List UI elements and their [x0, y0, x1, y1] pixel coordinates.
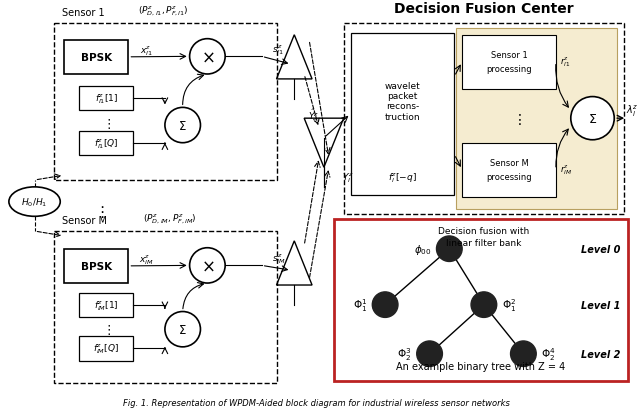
- Circle shape: [165, 312, 200, 347]
- Text: Decision fusion with: Decision fusion with: [438, 227, 529, 236]
- Text: $\vdots$: $\vdots$: [512, 112, 522, 127]
- FancyBboxPatch shape: [64, 249, 129, 283]
- Text: $H_0/H_1$: $H_0/H_1$: [21, 196, 48, 208]
- Text: $\Phi^3_2$: $\Phi^3_2$: [397, 346, 412, 362]
- FancyBboxPatch shape: [54, 24, 276, 180]
- Circle shape: [165, 108, 200, 143]
- Text: $f^z_{l1}[1]$: $f^z_{l1}[1]$: [95, 92, 118, 106]
- Circle shape: [436, 236, 462, 262]
- FancyBboxPatch shape: [54, 231, 276, 383]
- Text: $\hat{Y}^z_l$: $\hat{Y}^z_l$: [308, 108, 319, 124]
- Text: $(P_{D,lM}^z,P_{F,lM}^z)$: $(P_{D,lM}^z,P_{F,lM}^z)$: [143, 212, 196, 226]
- Text: Level 2: Level 2: [580, 349, 620, 359]
- Text: $\Phi^1_1$: $\Phi^1_1$: [353, 297, 367, 313]
- Text: $s^z_{l1}$: $s^z_{l1}$: [271, 44, 284, 57]
- Text: $r^z_{lM}$: $r^z_{lM}$: [560, 164, 572, 177]
- Text: $f^z_{lM}[1]$: $f^z_{lM}[1]$: [94, 299, 118, 312]
- Text: $Y^z_l$: $Y^z_l$: [342, 171, 353, 184]
- Text: Level 0: Level 0: [580, 244, 620, 254]
- Text: BPSK: BPSK: [81, 261, 112, 271]
- Text: $f^z_{l1}[Q]$: $f^z_{l1}[Q]$: [94, 137, 118, 151]
- FancyBboxPatch shape: [64, 40, 129, 75]
- Text: Sensor M: Sensor M: [490, 159, 529, 168]
- Text: linear filter bank: linear filter bank: [446, 238, 522, 247]
- FancyBboxPatch shape: [344, 24, 624, 215]
- Text: $\vdots$: $\vdots$: [102, 322, 111, 336]
- Text: processing: processing: [486, 173, 532, 182]
- Text: $\times$: $\times$: [200, 257, 214, 275]
- FancyBboxPatch shape: [351, 34, 454, 195]
- Text: $r^z_{l1}$: $r^z_{l1}$: [560, 56, 570, 69]
- FancyBboxPatch shape: [79, 132, 133, 156]
- Text: processing: processing: [486, 65, 532, 74]
- Circle shape: [189, 248, 225, 283]
- Circle shape: [471, 292, 497, 318]
- Circle shape: [372, 292, 398, 318]
- Text: $\times$: $\times$: [200, 48, 214, 66]
- Text: $\Sigma$: $\Sigma$: [588, 112, 597, 126]
- Text: $\vdots$: $\vdots$: [93, 204, 104, 220]
- Text: $x^z_{l1}$: $x^z_{l1}$: [140, 44, 152, 58]
- FancyBboxPatch shape: [462, 36, 556, 90]
- Text: An example binary tree with Z = 4: An example binary tree with Z = 4: [396, 362, 566, 371]
- Text: $x^z_{lM}$: $x^z_{lM}$: [139, 253, 154, 266]
- Text: wavelet
packet
recons-
truction: wavelet packet recons- truction: [385, 81, 420, 121]
- Text: Sensor M: Sensor M: [62, 216, 108, 226]
- Text: Sensor 1: Sensor 1: [62, 8, 105, 18]
- Text: Sensor 1: Sensor 1: [491, 51, 527, 60]
- Circle shape: [571, 97, 614, 140]
- Text: $f^z_{lM}[Q]$: $f^z_{lM}[Q]$: [93, 342, 119, 355]
- Circle shape: [189, 40, 225, 75]
- FancyBboxPatch shape: [334, 220, 628, 381]
- Text: $s^z_{lM}$: $s^z_{lM}$: [271, 252, 285, 265]
- Text: $\Phi^2_1$: $\Phi^2_1$: [502, 297, 516, 313]
- FancyBboxPatch shape: [79, 336, 133, 361]
- Text: BPSK: BPSK: [81, 53, 112, 63]
- Circle shape: [511, 341, 536, 366]
- Text: $\Phi^4_2$: $\Phi^4_2$: [541, 346, 556, 362]
- Text: Level 1: Level 1: [580, 300, 620, 310]
- Text: Decision Fusion Center: Decision Fusion Center: [394, 2, 573, 16]
- Text: $(P_{D,l1}^z,P_{F,l1}^z)$: $(P_{D,l1}^z,P_{F,l1}^z)$: [138, 5, 189, 18]
- Text: $f^z_l[-q]$: $f^z_l[-q]$: [388, 171, 417, 184]
- Circle shape: [417, 341, 442, 366]
- Text: $\Sigma$: $\Sigma$: [179, 119, 187, 132]
- FancyBboxPatch shape: [79, 87, 133, 111]
- Ellipse shape: [9, 187, 60, 217]
- Text: $\lambda^z_l$: $\lambda^z_l$: [626, 103, 639, 119]
- Text: $\phi_{00}$: $\phi_{00}$: [414, 242, 431, 256]
- Text: Fig. 1. Representation of WPDM-Aided block diagram for industrial wireless senso: Fig. 1. Representation of WPDM-Aided blo…: [123, 398, 509, 407]
- FancyBboxPatch shape: [456, 29, 617, 210]
- Text: $\Sigma$: $\Sigma$: [179, 323, 187, 336]
- FancyBboxPatch shape: [462, 143, 556, 197]
- FancyBboxPatch shape: [79, 293, 133, 318]
- Text: $\vdots$: $\vdots$: [102, 117, 111, 131]
